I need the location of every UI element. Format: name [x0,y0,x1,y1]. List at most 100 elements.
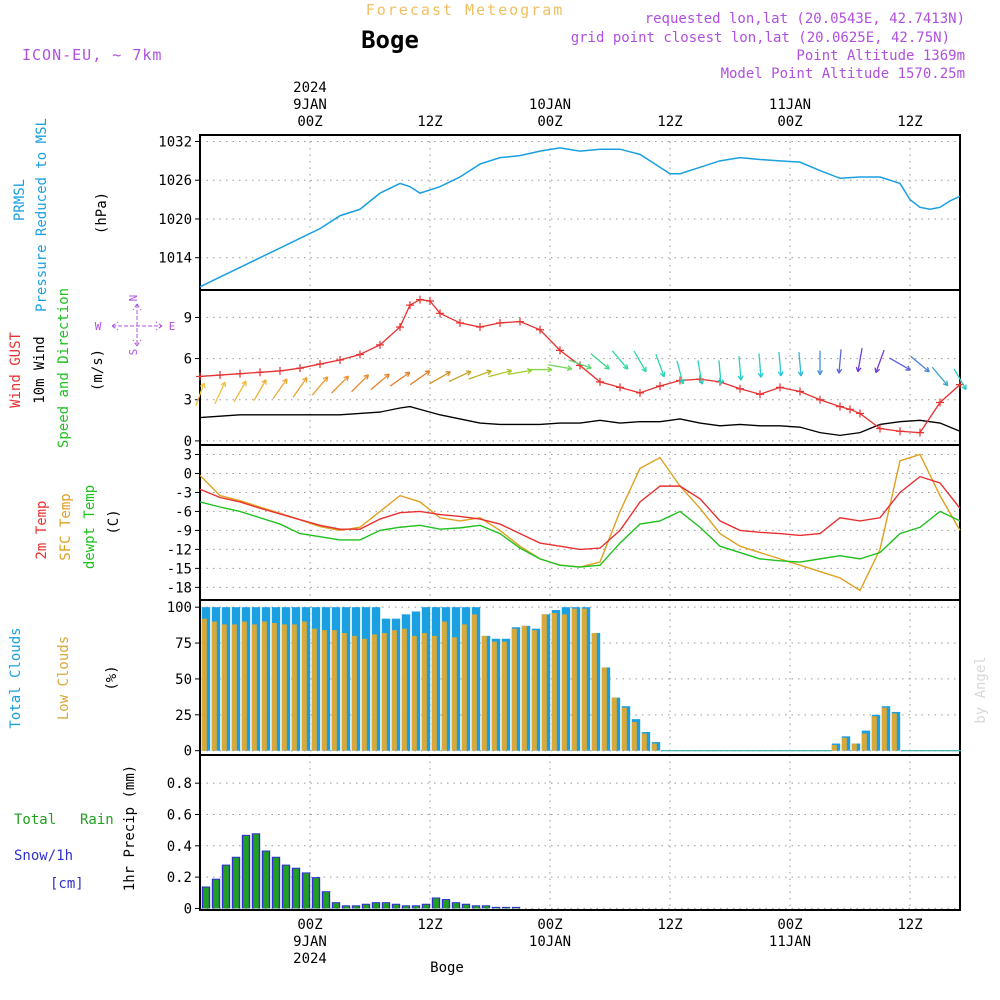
wind-arrow [233,380,247,403]
rain-bar [483,906,489,909]
rain-bar [473,906,479,909]
low-cloud-bar [881,707,887,751]
wind-arrow-shaft [488,369,512,378]
rain-bar [423,904,429,909]
low-cloud-bar [891,713,897,751]
rain-bar [253,834,259,909]
wind-arrow-shaft [590,353,610,370]
low-clouds-label: Low Clouds [56,636,72,720]
top-time-label: 9JAN [293,97,327,113]
temperature-panel: 3 0 -3 -6 -9 -12 -15 -18 [167,444,961,601]
wind-arrow-head [679,378,685,385]
low-cloud-bar [841,737,847,751]
wind-arrow [311,376,329,396]
wind-arrow-shaft [253,379,267,401]
y-tick-label: 50 [175,672,192,688]
wind-arrow [429,371,451,385]
low-cloud-bar [571,608,577,751]
rain-bar [353,906,359,909]
rain-bar [273,857,279,909]
low-cloud-bar [541,614,547,751]
low-cloud-bar [391,630,397,751]
rain-bar [333,903,339,909]
bottom-time-label: 12Z [657,917,682,933]
y-tick-label: 0.2 [167,870,192,886]
low-cloud-bar [441,621,447,751]
wind-arrow-head [586,363,592,370]
wind-arrow-head [465,370,472,376]
wind-arrow [331,375,350,394]
low-cloud-bar [241,621,247,751]
rain-bar [283,865,289,909]
y-tick-label: 0 [184,434,192,450]
wind-arrow-shaft [697,360,703,385]
gust-marker [846,405,854,414]
bottom-time-label: 00Z [537,917,562,933]
location-title: Boge [361,26,419,54]
wind-10m-label: 10m Wind [32,336,48,403]
gust-marker [796,387,804,396]
low-cloud-bar [421,633,427,751]
rain-bar [213,879,219,909]
wind-arrow-head [641,366,647,373]
compass-north: N [127,295,140,302]
precip-axis-label: 1hr Precip (mm) [122,765,138,891]
low-cloud-bar [231,624,237,751]
y-tick-label: 75 [175,636,192,652]
wind-arrow-shaft [655,353,665,377]
wind-speed-line [199,405,961,437]
low-cloud-bar [531,630,537,751]
dewpt-line [199,501,961,568]
rain-bar [203,887,209,909]
gust-marker [756,390,764,399]
rain-bar [403,906,409,909]
wind-arrow-shaft [857,348,863,372]
clouds-panel: 100 75 50 25 0 [167,599,961,760]
gust-marker [276,366,284,375]
credit: by Angel [973,656,989,723]
gust-marker [556,346,564,355]
compass-south: S [127,349,140,356]
top-time-label: 2024 [293,80,327,96]
wind-arrow-shaft [798,352,802,377]
compass-east: E [169,320,176,333]
wind-arrow [253,379,267,401]
low-cloud-bar [631,721,637,751]
low-cloud-bar [301,621,307,751]
wind-arrow-head [604,364,610,370]
wind-arrow-shaft [214,381,226,405]
low-cloud-bar [651,743,657,751]
low-cloud-bar [381,633,387,751]
wind-arrow [931,366,949,387]
wind-arrow-shaft [931,366,949,387]
wind-arrow-head [261,379,267,385]
wind-arrow [737,356,744,381]
wind-direction-label: Speed and Direction [56,288,72,448]
gust-marker [816,395,824,404]
wind-arrow-head [874,367,881,374]
wind-gust-label: Wind GUST [8,332,24,408]
y-tick-label: -18 [167,580,192,596]
low-cloud-bar [501,641,507,751]
low-cloud-bar [261,621,267,751]
faded-title: Forecast Meteogram [366,1,565,19]
rain-bar [343,906,349,909]
wind-arrow-head [384,373,390,380]
rain-bar [323,892,329,909]
low-cloud-bar [211,621,217,751]
y-tick-label: 3 [184,393,192,409]
bottom-time-label: 12Z [897,917,922,933]
compass-west: W [95,320,102,333]
temp-unit: (C) [106,509,122,534]
wind-arrow [292,376,308,398]
wind-arrow-shaft [718,360,722,385]
temperature-frame [199,444,961,601]
wind-arrow-shaft [778,352,782,377]
compass-rose: N S W E [95,295,176,356]
wind-arrow [697,360,705,385]
top-time-label: 10JAN [529,97,571,113]
wind-arrow-head [737,375,744,381]
wind-arrow-head [717,379,724,385]
